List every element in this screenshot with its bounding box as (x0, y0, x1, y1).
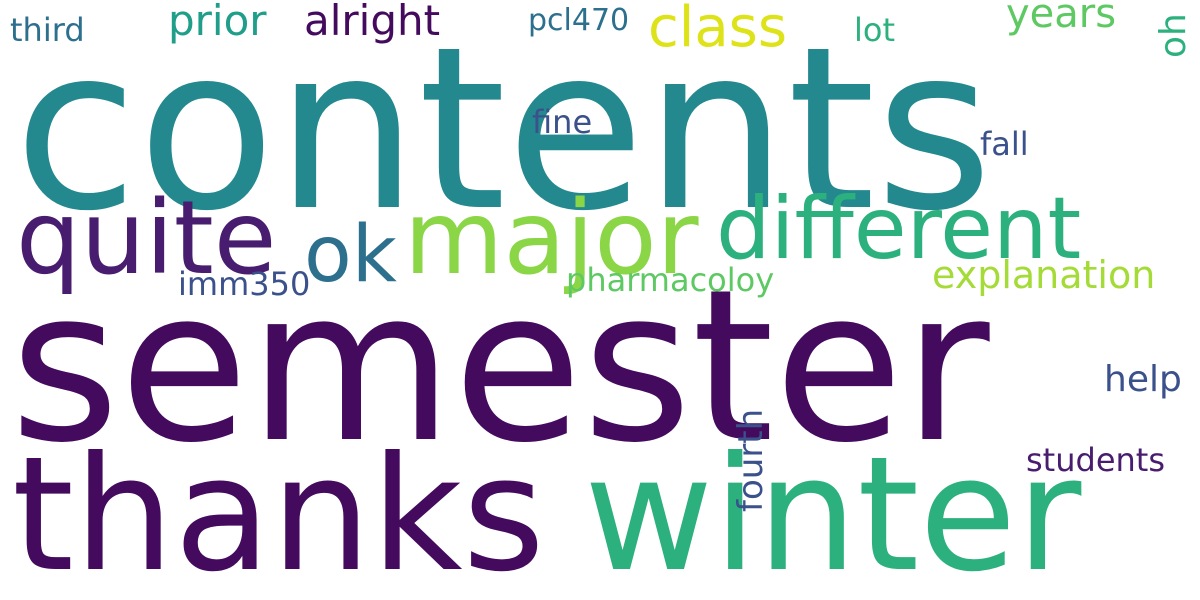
word-winter: winter (584, 423, 1082, 600)
word-fall: fall (980, 125, 1029, 163)
word-fine: fine (532, 103, 593, 141)
word-pcl470: pcl470 (528, 3, 630, 38)
word-fourth: fourth (731, 408, 771, 512)
word-different: different (716, 179, 1082, 279)
word-major: major (404, 179, 699, 298)
word-thanks: thanks (12, 423, 545, 600)
word-students: students (1026, 441, 1165, 479)
word-explanation: explanation (932, 253, 1156, 297)
word-years: years (1006, 0, 1117, 37)
word-pharmacoloy: pharmacoloy (566, 261, 775, 299)
word-third: third (10, 11, 85, 49)
word-alright: alright (304, 0, 441, 45)
word-ok: ok (304, 210, 397, 300)
word-lot: lot (854, 11, 896, 49)
word-help: help (1104, 359, 1182, 400)
word-prior: prior (168, 0, 267, 45)
word-class: class (648, 0, 788, 60)
word-contents: contents (14, 0, 993, 261)
word-imm350: imm350 (178, 265, 311, 303)
word-oh: oh (1153, 13, 1194, 58)
word-quite: quite (16, 179, 277, 298)
word-semester: semester (10, 244, 990, 489)
